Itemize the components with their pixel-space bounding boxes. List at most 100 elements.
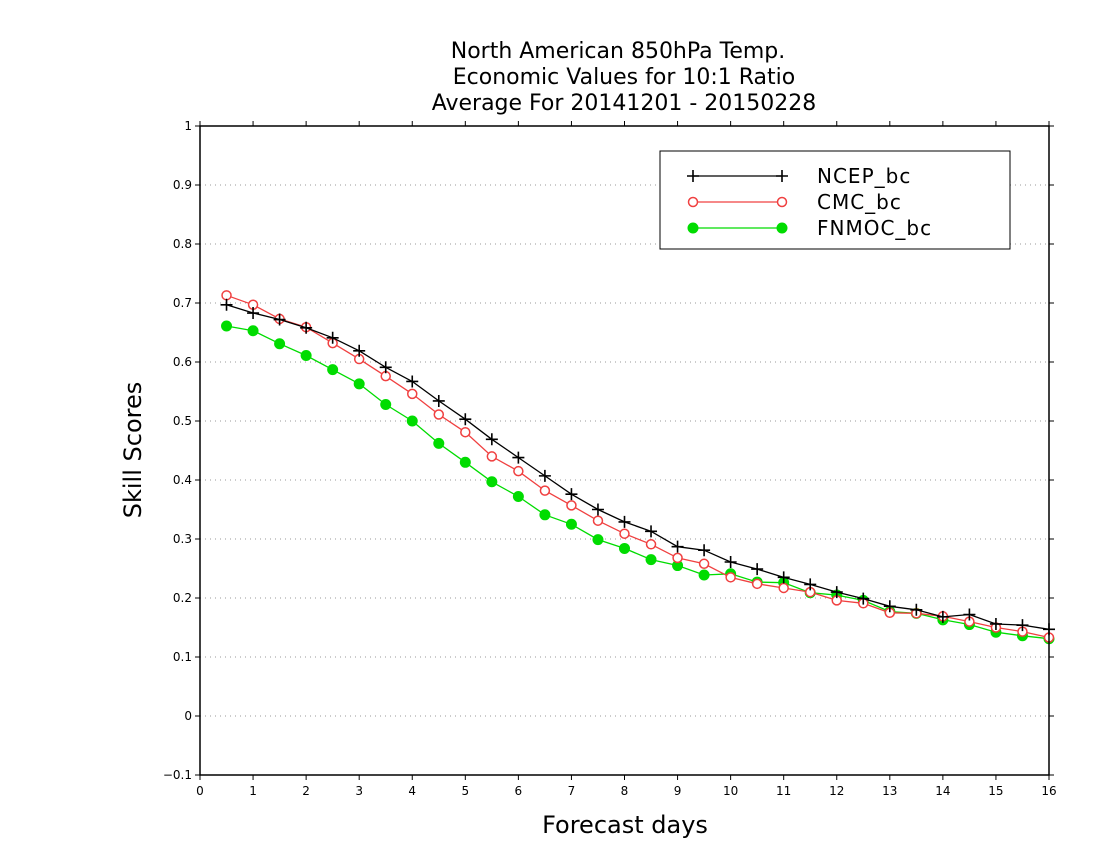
data-point [513, 465, 524, 477]
data-point [777, 571, 790, 584]
x-tick-label: 2 [302, 784, 310, 798]
x-tick-label: 4 [408, 784, 416, 798]
x-tick-label: 16 [1041, 784, 1056, 798]
data-point [645, 554, 657, 566]
data-point [671, 540, 684, 553]
data-point [1016, 619, 1029, 632]
y-tick-label: 0.7 [173, 296, 192, 310]
y-tick-label: 0.3 [173, 532, 192, 546]
series-lines [220, 290, 1055, 645]
data-point [433, 409, 445, 420]
data-point [247, 325, 259, 337]
legend-marker [687, 222, 699, 234]
data-point [300, 350, 312, 362]
chart-title-line-3: Average For 20141201 - 20150228 [432, 91, 817, 116]
data-point [512, 451, 525, 464]
data-point [247, 307, 260, 320]
data-point [936, 610, 949, 623]
data-point [724, 556, 737, 569]
x-tick-label: 15 [988, 784, 1003, 798]
data-point [672, 552, 683, 564]
x-tick-label: 7 [568, 784, 576, 798]
data-point [539, 485, 551, 496]
y-tick-label: 0.5 [173, 414, 192, 428]
x-tick-label: 6 [515, 784, 523, 798]
legend-entry: NCEP_bc [687, 164, 911, 188]
data-point [274, 338, 286, 350]
x-axis-label: Forecast days [542, 811, 708, 839]
data-point [645, 539, 657, 550]
data-point [751, 578, 763, 590]
data-point [433, 437, 445, 449]
y-tick-label: 1 [184, 119, 192, 133]
data-point [910, 603, 923, 616]
y-tick-label: 0.2 [173, 591, 192, 605]
data-point [353, 344, 366, 357]
data-point [300, 321, 313, 334]
data-point [379, 361, 392, 374]
data-point [963, 608, 976, 621]
series-CMC_bc [221, 290, 1055, 643]
legend-marker [687, 170, 699, 182]
x-tick-label: 3 [355, 784, 363, 798]
x-tick-label: 1 [249, 784, 257, 798]
legend-marker [687, 196, 699, 208]
y-tick-label: 0 [184, 709, 192, 723]
data-point [989, 617, 1002, 630]
data-point [432, 394, 445, 407]
chart-title-line-2: Economic Values for 10:1 Ratio [453, 65, 795, 90]
x-tick-label: 13 [882, 784, 897, 798]
series-FNMOC_bc [221, 320, 1055, 645]
data-point [592, 534, 604, 546]
axis-ticks: −0.100.10.20.30.40.50.60.70.80.910 1 2 3 4 5 6… [163, 119, 1057, 798]
x-tick-label: 12 [829, 784, 844, 798]
grid-lines [200, 184, 1049, 717]
data-point [619, 542, 630, 554]
chart-title: North American 850hPa Temp. Economic Val… [432, 39, 817, 116]
data-point [751, 563, 764, 576]
data-point [273, 313, 286, 326]
data-point [618, 515, 631, 528]
legend-label: NCEP_bc [817, 164, 911, 188]
chart-title-line-1: North American 850hPa Temp. [451, 39, 786, 64]
data-point [592, 515, 604, 526]
data-point [221, 320, 233, 332]
data-point [460, 426, 471, 438]
legend-label: FNMOC_bc [817, 216, 932, 240]
data-point [486, 451, 498, 462]
data-point [380, 398, 392, 410]
data-point [804, 578, 817, 591]
data-point [538, 469, 551, 482]
y-tick-label: 0.8 [173, 237, 192, 251]
legend-entry: CMC_bc [687, 190, 902, 214]
data-point [698, 544, 711, 557]
data-point [645, 525, 658, 538]
data-point [539, 509, 551, 521]
data-point [778, 582, 789, 594]
x-tick-label: 8 [621, 784, 629, 798]
data-point [883, 600, 896, 613]
series-line [226, 325, 1050, 640]
y-tick-label: 0.6 [173, 355, 192, 369]
data-point [327, 364, 339, 376]
x-tick-label: 14 [935, 784, 950, 798]
data-point [857, 592, 870, 605]
data-point [698, 558, 710, 570]
y-tick-label: 0.1 [173, 650, 192, 664]
y-axis-label: Skill Scores [119, 382, 147, 519]
y-tick-label: 0.9 [173, 178, 192, 192]
x-tick-label: 11 [776, 784, 791, 798]
data-point [459, 413, 472, 426]
data-point [486, 476, 498, 488]
data-point [406, 415, 418, 427]
data-point [591, 503, 604, 516]
y-tick-label: 0.4 [173, 473, 192, 487]
legend-marker [776, 170, 788, 182]
y-tick-label: −0.1 [163, 768, 192, 782]
data-point [566, 500, 577, 511]
data-point [407, 388, 418, 400]
legend-label: CMC_bc [817, 190, 902, 214]
x-tick-label: 0 [196, 784, 204, 798]
